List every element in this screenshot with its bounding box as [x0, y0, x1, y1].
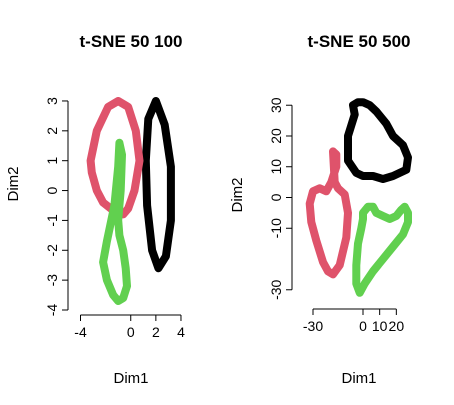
y-tick-label: 0 [44, 186, 60, 194]
series-line-0 [344, 98, 412, 183]
series-line-2 [99, 138, 131, 305]
x-tick-label: 10 [372, 318, 388, 334]
x-tick-label: 0 [359, 318, 367, 334]
axes: -4 0 2 4 -4 -3 -2 -1 0 1 2 3 [44, 97, 185, 340]
y-axis-label: Dim2 [5, 166, 22, 201]
tsne-50-500-plot: t-SNE 50 500 Dim1 Dim2 -30 0 10 20-30-10010… [229, 32, 412, 387]
x-tick-label: 20 [389, 318, 405, 334]
y-tick-label: 2 [44, 127, 60, 135]
y-tick-label: -10 [268, 218, 284, 238]
tsne-50-100-plot: t-SNE 50 100 Dim1 Dim2 -4 0 2 4 -4 -3 -2 -1 0 1 2 3 [5, 32, 185, 387]
y-tick-label: 0 [268, 193, 284, 201]
y-tick-label: 3 [44, 97, 60, 105]
series-layer [86, 97, 175, 305]
y-tick-label: -30 [268, 279, 284, 299]
x-axis-label: Dim1 [113, 370, 148, 387]
series-layer [305, 98, 412, 297]
y-tick-label: 20 [268, 128, 284, 144]
y-tick-label: 1 [44, 157, 60, 165]
x-tick-label: 2 [152, 324, 160, 340]
y-tick-label: 30 [268, 97, 284, 113]
x-tick-label: -30 [303, 318, 323, 334]
y-tick-label: 10 [268, 159, 284, 175]
y-axis-label: Dim2 [229, 177, 246, 212]
x-tick-label: -4 [74, 324, 87, 340]
y-tick-label: -2 [44, 244, 60, 257]
x-axis-label: Dim1 [341, 370, 376, 387]
chart-title: t-SNE 50 100 [80, 32, 183, 51]
y-tick-label: -4 [44, 304, 60, 317]
x-tick-label: 0 [127, 324, 135, 340]
y-tick-label: -3 [44, 274, 60, 287]
series-line-1 [305, 147, 352, 279]
series-line-0 [141, 97, 175, 273]
series-line-2 [352, 202, 412, 297]
y-tick-label: -1 [44, 214, 60, 227]
x-tick-label: 4 [177, 324, 185, 340]
chart-title: t-SNE 50 500 [308, 32, 411, 51]
